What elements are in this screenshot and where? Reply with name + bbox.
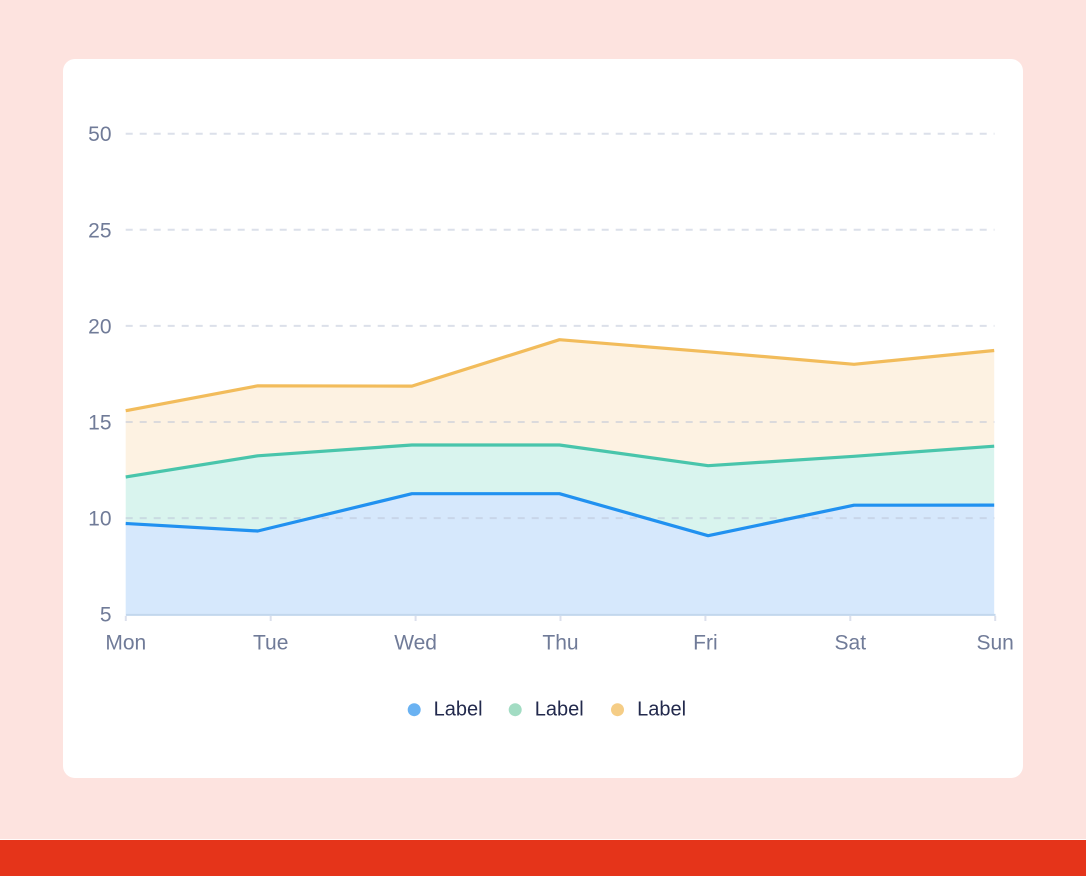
svg-text:50: 50 [88, 123, 111, 146]
svg-text:10: 10 [88, 508, 111, 531]
svg-text:Tue: Tue [253, 631, 288, 654]
svg-text:Thu: Thu [542, 631, 578, 654]
svg-text:Mon: Mon [105, 631, 146, 654]
svg-text:Fri: Fri [693, 631, 718, 654]
svg-text:Wed: Wed [394, 631, 437, 654]
svg-text:Label: Label [535, 699, 584, 721]
svg-text:Label: Label [434, 699, 483, 721]
svg-text:25: 25 [88, 219, 111, 242]
svg-text:Sun: Sun [977, 631, 1014, 654]
svg-text:Label: Label [637, 699, 686, 721]
svg-text:Sat: Sat [835, 631, 867, 654]
svg-text:15: 15 [88, 412, 111, 435]
svg-text:20: 20 [88, 315, 111, 338]
svg-text:5: 5 [100, 604, 112, 627]
